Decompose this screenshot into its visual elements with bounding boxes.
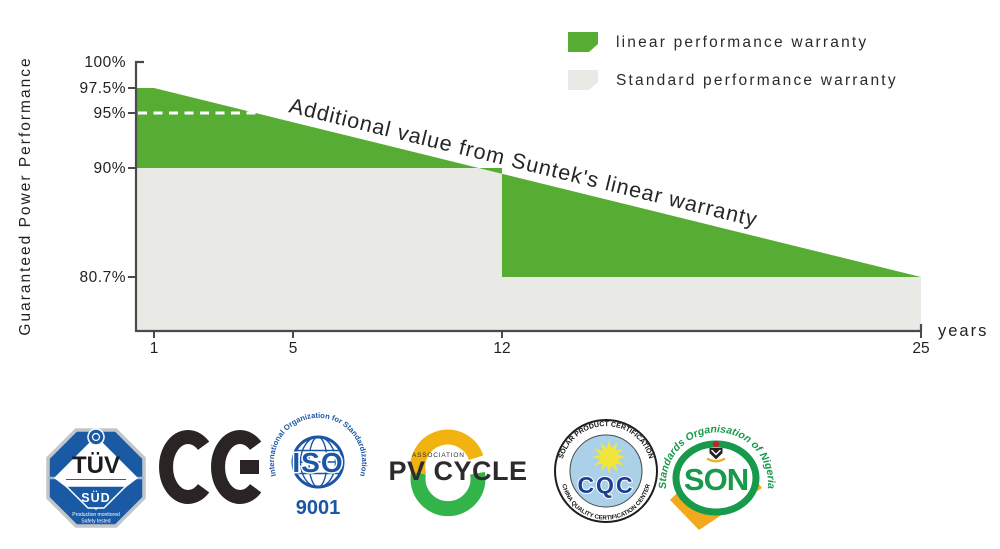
cqc-sun-icon [592, 440, 626, 474]
x-axis-ticks [153, 331, 922, 338]
tuv-top-emblem [87, 428, 105, 446]
ce-mark-logo [159, 430, 262, 504]
x-axis-unit-label: years [938, 322, 988, 340]
iso-globe [291, 435, 345, 489]
tuv-title: TÜV [72, 452, 120, 479]
pv-cycle-association-text: ASSOCIATION [412, 452, 465, 459]
x-tick-label: 25 [912, 340, 929, 357]
son-logo: SON Standards Organisation of Nigeria [657, 423, 777, 530]
tuv-small-text-1: Production monitored [72, 512, 120, 518]
cqc-inner-circle [569, 434, 643, 508]
axis-lines [134, 60, 923, 333]
legend-label-linear: linear performance warranty [616, 34, 868, 51]
iso-9001-logo: International Organization for Standardi… [267, 412, 369, 519]
y-tick-label: 80.7% [80, 269, 126, 286]
pv-cycle-yellow-arc [410, 429, 484, 478]
y-tick-label: 100% [84, 54, 126, 71]
tuv-sud-band [64, 485, 128, 509]
chart-legend: linear performance warranty Standard per… [568, 32, 898, 90]
x-tick-label: 1 [150, 340, 159, 357]
legend-swatch-linear [568, 32, 598, 52]
pv-cycle-logo: ASSOCIATION PV CYCLE [388, 429, 527, 517]
iso-number: 9001 [296, 497, 341, 519]
ce-letter-c [159, 430, 210, 504]
y-axis-ticks [128, 87, 136, 278]
y-tick-label: 90% [93, 160, 126, 177]
ce-letter-e [211, 430, 262, 504]
y-tick-label: 95% [93, 105, 126, 122]
x-tick-label: 5 [289, 340, 298, 357]
legend-swatch-standard [568, 70, 598, 90]
legend-label-standard: Standard performance warranty [616, 72, 898, 89]
tuv-small-text-2: Safety tested [81, 519, 110, 525]
x-tick-label: 12 [493, 340, 510, 357]
son-coat-of-arms [706, 440, 726, 463]
son-center-text: SON [684, 462, 748, 497]
y-tick-label: 97.5% [80, 80, 126, 97]
warranty-chart: 100% 97.5% 95% 90% 80.7% 1 5 12 25 years… [17, 32, 988, 357]
cqc-logo: CQC SOLAR PRODUCT CERTIFICATION CHINA QU… [554, 419, 658, 523]
tuv-subtitle: SÜD [81, 490, 110, 505]
tuv-sud-logo: TÜV SÜD Production monitored Safety test… [46, 428, 146, 528]
y-axis-title: Guaranteed Power Performance [17, 56, 34, 335]
cqc-center-text: CQC [577, 472, 634, 498]
standard-warranty-area [136, 168, 921, 331]
pv-cycle-name: PV CYCLE [388, 456, 527, 486]
tuv-top-emblem-inner [91, 432, 101, 442]
iso-center-text: ISO [292, 447, 343, 478]
linear-warranty-area [136, 88, 921, 277]
pv-cycle-green-arc [410, 471, 486, 517]
